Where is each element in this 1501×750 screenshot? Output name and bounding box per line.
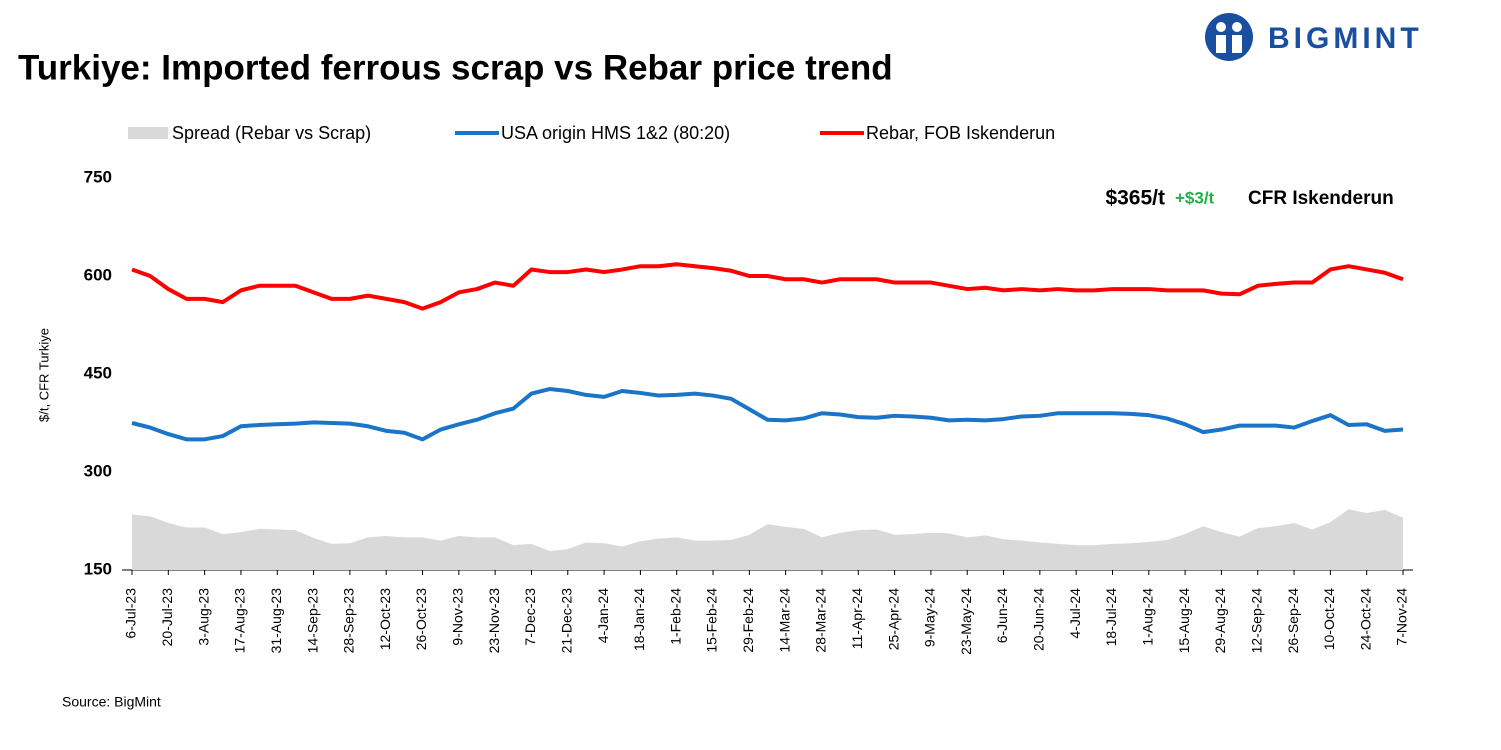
x-tick-label: 18-Jul-24 — [1103, 588, 1119, 647]
x-tick-label: 6-Jun-24 — [994, 588, 1010, 643]
x-tick-label: 24-Oct-24 — [1357, 588, 1373, 650]
annotation: $365/t — [1105, 187, 1165, 210]
line — [131, 387, 1404, 442]
source: Source: BigMint — [62, 694, 161, 710]
x-tick-label: 4-Jul-24 — [1067, 588, 1083, 639]
x-tick-label: 20-Jul-23 — [159, 588, 175, 647]
x-tick-label: 26-Oct-23 — [413, 588, 429, 650]
y-tick-label: 450 — [84, 363, 112, 382]
legend-label: USA origin HMS 1&2 (80:20) — [501, 123, 730, 143]
x-tick-label: 6-Jul-23 — [123, 588, 139, 639]
x-tick-label: 26-Sep-24 — [1285, 588, 1301, 654]
x-tick-label: 23-May-24 — [958, 588, 974, 655]
annotation: +$3/t — [1175, 188, 1215, 207]
x-tick-label: 28-Sep-23 — [341, 588, 357, 654]
logo-icon-part — [1216, 35, 1226, 53]
x-tick-label: 31-Aug-23 — [268, 588, 284, 654]
y-tick-label: 600 — [84, 265, 112, 284]
x-tick-label: 12-Sep-24 — [1248, 588, 1264, 654]
spread-area — [132, 509, 1403, 570]
x-tick-label: 1-Aug-24 — [1140, 588, 1156, 646]
logo: BIGMINT — [1205, 13, 1423, 61]
y-axis-label: $/t, CFR Turkiye — [36, 328, 51, 422]
x-tick-label: 10-Oct-24 — [1321, 588, 1337, 650]
x-tick-label: 23-Nov-23 — [486, 588, 502, 654]
annotation: CFR Iskenderun — [1248, 188, 1394, 209]
legend-label: Spread (Rebar vs Scrap) — [172, 123, 371, 143]
x-tick-label: 14-Mar-24 — [776, 588, 792, 653]
y-tick-label: 750 — [84, 167, 112, 186]
x-tick-label: 3-Aug-23 — [195, 588, 211, 646]
y-tick-label: 300 — [84, 461, 112, 480]
x-tick-label: 9-May-24 — [922, 588, 938, 647]
x-tick-label: 25-Apr-24 — [885, 588, 901, 650]
logo-text: BIGMINT — [1268, 22, 1423, 55]
x-tick-label: 7-Dec-23 — [522, 588, 538, 646]
line — [131, 262, 1404, 311]
chart-title: Turkiye: Imported ferrous scrap vs Rebar… — [18, 48, 893, 87]
x-tick-label: 9-Nov-23 — [450, 588, 466, 646]
y-tick-label: 150 — [84, 559, 112, 578]
legend-label: Rebar, FOB Iskenderun — [866, 123, 1055, 143]
logo-icon-part — [1232, 35, 1242, 53]
x-tick-label: 12-Oct-23 — [377, 588, 393, 650]
x-tick-label: 7-Nov-24 — [1394, 588, 1410, 646]
x-tick-label: 17-Aug-23 — [232, 588, 248, 654]
x-tick-label: 1-Feb-24 — [667, 588, 683, 645]
logo-icon-part — [1232, 22, 1242, 32]
x-tick-label: 21-Dec-23 — [558, 588, 574, 654]
x-tick-label: 15-Feb-24 — [704, 588, 720, 653]
x-tick-label: 20-Jun-24 — [1031, 588, 1047, 651]
x-tick-label: 15-Aug-24 — [1176, 588, 1192, 654]
logo-icon-part — [1216, 22, 1226, 32]
x-tick-label: 28-Mar-24 — [813, 588, 829, 653]
legend-swatch — [128, 127, 168, 139]
x-tick-label: 4-Jan-24 — [595, 588, 611, 643]
x-tick-label: 14-Sep-23 — [304, 588, 320, 654]
logo-icon — [1205, 13, 1253, 61]
x-tick-label: 11-Apr-24 — [849, 588, 865, 649]
x-tick-label: 18-Jan-24 — [631, 588, 647, 651]
x-tick-label: 29-Feb-24 — [740, 588, 756, 653]
x-tick-label: 29-Aug-24 — [1212, 588, 1228, 654]
